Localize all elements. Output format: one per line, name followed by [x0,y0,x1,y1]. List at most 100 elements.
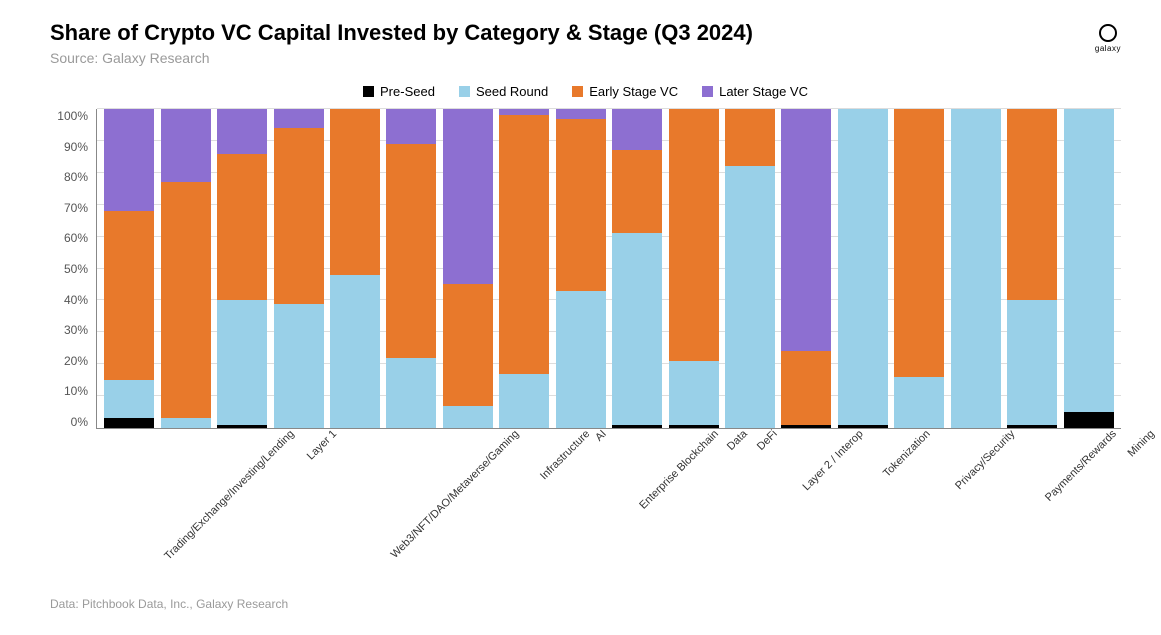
bar-segment [274,109,324,128]
bar-segment [612,109,662,150]
bar-column [330,109,380,428]
bar-segment [556,109,606,119]
bar-segment [386,109,436,144]
bar-segment [894,109,944,377]
legend-item: Pre-Seed [363,84,435,99]
chart-area: 100%90%80%70%60%50%40%30%20%10%0% [50,109,1121,429]
chart-legend: Pre-Seed Seed Round Early Stage VC Later St… [50,84,1121,99]
y-tick-label: 100% [57,109,88,123]
bar-segment [386,358,436,428]
chart-title: Share of Crypto VC Capital Invested by C… [50,20,753,46]
bar-column [1064,109,1114,428]
bar-segment [443,406,493,428]
bar-segment [781,351,831,424]
legend-swatch-icon [702,86,713,97]
bar-segment [443,109,493,284]
bar-segment [104,211,154,380]
legend-swatch-icon [363,86,374,97]
bar-column [612,109,662,428]
y-tick-label: 40% [64,293,88,307]
x-axis-labels: Trading/Exchange/Investing/LendingLayer … [96,435,1121,447]
title-block: Share of Crypto VC Capital Invested by C… [50,20,753,66]
chart-attribution: Data: Pitchbook Data, Inc., Galaxy Resea… [50,597,288,611]
bar-segment [104,380,154,418]
bar-segment [330,275,380,428]
x-tick-label: Payments/Rewards [1036,435,1112,511]
bar-column [499,109,549,428]
legend-swatch-icon [459,86,470,97]
y-tick-label: 0% [71,415,88,429]
x-tick-label: Trading/Exchange/Investing/Lending [155,435,289,569]
bar-segment [161,182,211,418]
bar-segment [1064,109,1114,412]
bar-segment [612,425,662,428]
bar-segment [274,304,324,428]
x-tick-label: DeFi [747,435,772,460]
y-tick-label: 10% [64,384,88,398]
bar-column [274,109,324,428]
bar-segment [1007,425,1057,428]
bar-segment [781,425,831,428]
x-tick-label: Tokenization [874,435,926,487]
x-tick-label: Layer 2 / Interop [793,435,858,500]
legend-label: Seed Round [476,84,548,99]
bar-segment [161,418,211,428]
bar-segment [217,425,267,428]
bar-column [161,109,211,428]
bar-segment [838,109,888,425]
bar-segment [612,150,662,233]
y-axis: 100%90%80%70%60%50%40%30%20%10%0% [50,109,96,429]
bar-segment [104,109,154,211]
bar-segment [161,109,211,182]
bar-segment [104,418,154,428]
bars-container [97,109,1121,428]
bar-segment [443,284,493,405]
bar-column [556,109,606,428]
bar-segment [725,109,775,166]
bar-segment [274,128,324,303]
bar-segment [781,109,831,351]
bar-segment [951,109,1001,428]
legend-item: Early Stage VC [572,84,678,99]
bar-segment [217,154,267,301]
bar-segment [217,109,267,154]
bar-segment [217,300,267,424]
bar-column [725,109,775,428]
bar-segment [612,233,662,424]
bar-column [951,109,1001,428]
bar-segment [894,377,944,428]
bar-segment [669,361,719,425]
bar-segment [1064,412,1114,428]
x-tick-label: Privacy/Security [946,435,1010,499]
bar-column [217,109,267,428]
bar-column [1007,109,1057,428]
legend-swatch-icon [572,86,583,97]
legend-label: Early Stage VC [589,84,678,99]
galaxy-logo-icon [1099,24,1117,42]
galaxy-logo-text: galaxy [1095,44,1121,53]
y-tick-label: 70% [64,201,88,215]
bar-segment [499,115,549,373]
legend-label: Pre-Seed [380,84,435,99]
y-tick-label: 30% [64,323,88,337]
legend-item: Seed Round [459,84,548,99]
x-tick-label: Mining [1119,435,1150,466]
bar-column [838,109,888,428]
x-tick-label: Data [718,435,743,460]
y-tick-label: 60% [64,231,88,245]
bar-segment [1007,300,1057,424]
bar-segment [1007,109,1057,300]
x-tick-label: Web3/NFT/DAO/Metaverse/Gaming [381,435,514,568]
bar-column [104,109,154,428]
bar-column [894,109,944,428]
y-tick-label: 50% [64,262,88,276]
x-tick-label: Layer 1 [298,435,332,469]
bar-segment [386,144,436,358]
y-tick-label: 80% [64,170,88,184]
bar-segment [838,425,888,428]
bar-segment [669,109,719,361]
chart-source: Source: Galaxy Research [50,50,753,66]
legend-item: Later Stage VC [702,84,808,99]
y-tick-label: 20% [64,354,88,368]
bar-segment [556,291,606,428]
